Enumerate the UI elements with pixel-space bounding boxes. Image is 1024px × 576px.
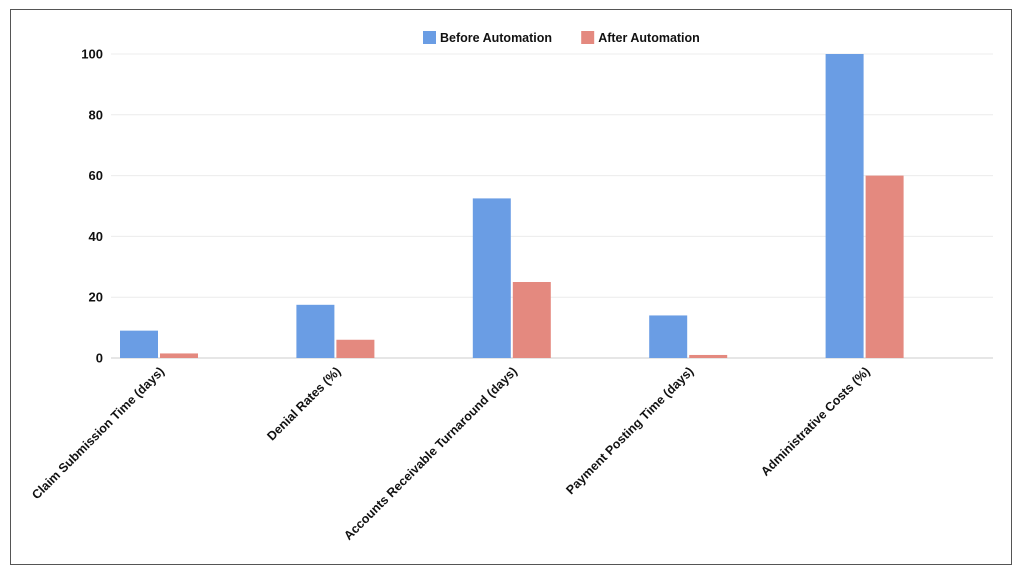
x-category-label: Claim Submission Time (days) <box>29 364 167 502</box>
x-category-label: Administrative Costs (%) <box>758 364 873 479</box>
x-axis: Claim Submission Time (days) Denial Rates… <box>29 364 873 543</box>
bar-before-3 <box>649 315 688 358</box>
bar-after-1 <box>336 339 375 358</box>
y-tick-label: 40 <box>89 229 103 244</box>
bars <box>120 54 904 358</box>
legend-label-after: After Automation <box>598 31 700 45</box>
bar-before-0 <box>120 330 158 358</box>
bar-after-0 <box>160 353 198 358</box>
bar-before-4 <box>825 54 864 358</box>
y-tick-label: 60 <box>89 168 103 183</box>
chart-frame: 0 20 40 60 80 100 Claim Submission Time (days… <box>10 9 1012 565</box>
y-tick-label: 100 <box>81 47 103 62</box>
bar-before-2 <box>472 198 511 358</box>
bar-after-3 <box>689 354 728 358</box>
legend: Before Automation After Automation <box>423 31 700 45</box>
y-axis: 0 20 40 60 80 100 <box>81 47 103 366</box>
bar-after-2 <box>512 282 551 358</box>
y-tick-label: 0 <box>96 351 103 366</box>
bar-before-1 <box>296 304 335 358</box>
x-category-label: Denial Rates (%) <box>264 364 343 443</box>
legend-swatch-before <box>423 31 436 44</box>
x-category-label: Accounts Receivable Turnaround (days) <box>341 364 520 543</box>
legend-label-before: Before Automation <box>440 31 552 45</box>
x-category-label: Payment Posting Time (days) <box>563 364 696 497</box>
y-tick-label: 20 <box>89 290 103 305</box>
bar-after-4 <box>865 175 904 358</box>
bar-chart: 0 20 40 60 80 100 Claim Submission Time (days… <box>29 31 993 543</box>
y-tick-label: 80 <box>89 107 103 122</box>
legend-swatch-after <box>581 31 595 44</box>
